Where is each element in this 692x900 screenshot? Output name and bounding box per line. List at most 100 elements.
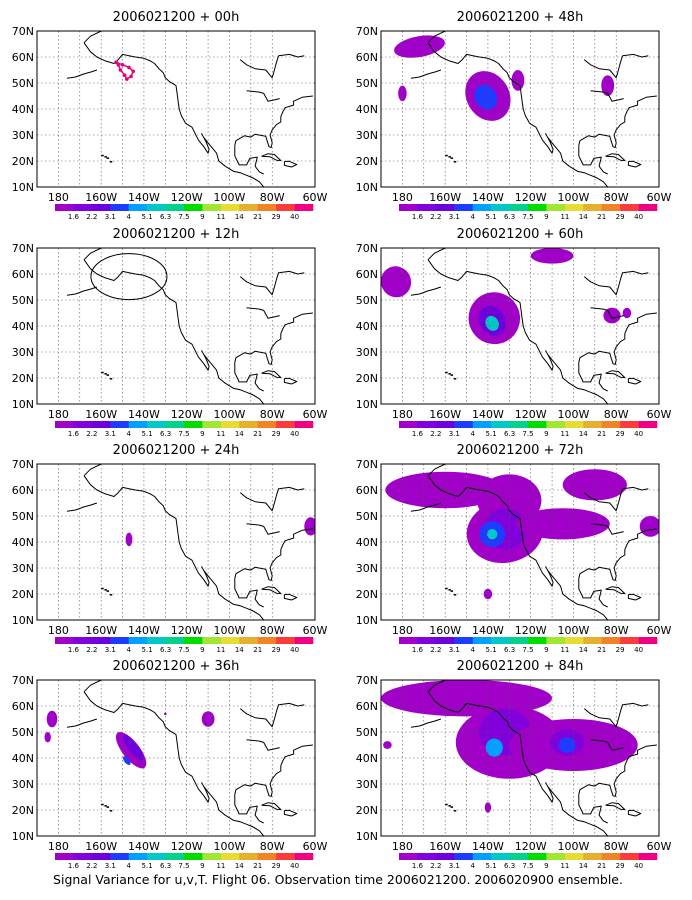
coastline	[239, 486, 305, 512]
map-frame	[380, 679, 660, 837]
coastline	[234, 578, 264, 608]
map-frame	[36, 247, 316, 405]
coastline	[578, 362, 608, 392]
colorbar-label: 11	[560, 862, 569, 870]
coastline	[605, 370, 626, 378]
map-panel-p36: 2006021200 + 36h 70N 60N 50N 40N 30N 20N 10N 180…	[12, 659, 328, 870]
lon-tick-label: 120W	[171, 191, 203, 204]
lat-tick-label: 60N	[356, 268, 378, 281]
colorbar-label: 5.1	[486, 646, 497, 654]
coastline	[578, 528, 657, 581]
island	[106, 806, 110, 808]
lat-tick-label: 30N	[12, 562, 34, 575]
colorbar-swatch	[620, 853, 639, 860]
colorbar-swatch	[564, 637, 584, 644]
panel-title: 2006021200 + 60h	[457, 227, 584, 242]
colorbar-swatch	[184, 853, 203, 860]
colorbar-swatch	[91, 204, 111, 211]
variance-contour	[484, 802, 492, 813]
colorbar-label: 21	[253, 430, 262, 438]
coastline	[246, 739, 280, 751]
colorbar-label: 5.1	[142, 213, 153, 221]
colorbar-label: 14	[579, 430, 588, 438]
island	[104, 805, 107, 807]
colorbar-swatch	[73, 421, 93, 428]
coastline	[410, 502, 442, 512]
colorbar-label: 9	[544, 213, 548, 221]
colorbar-swatch	[294, 853, 314, 860]
colorbar-label: 29	[272, 646, 281, 654]
lat-tick-label: 40N	[356, 536, 378, 549]
coastline	[427, 31, 446, 44]
coastline	[627, 593, 642, 601]
colorbar-swatch	[147, 853, 166, 860]
colorbar-swatch	[472, 853, 492, 860]
coastline	[261, 586, 282, 594]
lat-tick-label: 20N	[356, 155, 378, 168]
coastline	[627, 160, 642, 168]
variance-contour	[485, 738, 503, 757]
colorbar-label: 9	[200, 430, 204, 438]
colorbar-swatch	[55, 637, 74, 644]
colorbar-label: 7.5	[522, 646, 533, 654]
colorbar-label: 40	[634, 646, 643, 654]
coastline	[261, 370, 282, 378]
coastline	[66, 502, 98, 512]
lat-tick-label: 40N	[356, 320, 378, 333]
variance-contour	[485, 315, 499, 331]
colorbar-swatch	[454, 637, 473, 644]
map-area	[37, 680, 315, 836]
island	[106, 157, 110, 159]
colorbar-label: 6.3	[160, 430, 171, 438]
lat-tick-label: 20N	[12, 804, 34, 817]
variance-contour	[381, 266, 412, 298]
variance-contour	[164, 712, 167, 716]
island	[106, 590, 110, 592]
panel-title: 2006021200 + 12h	[113, 227, 240, 242]
map-area	[381, 31, 659, 187]
colorbar-swatch	[583, 421, 602, 428]
lon-tick-label: 80W	[260, 624, 285, 637]
colorbar-label: 3.1	[105, 646, 116, 654]
colorbar-label: 14	[235, 862, 244, 870]
colorbar-label: 1.6	[68, 430, 80, 438]
coastline	[583, 270, 649, 296]
lon-tick-label: 140W	[128, 408, 160, 421]
colorbar-label: 14	[235, 213, 244, 221]
map-area	[37, 248, 329, 404]
colorbar-swatch	[528, 637, 547, 644]
colorbar-label: 5.1	[142, 430, 153, 438]
colorbar-label: 1.6	[68, 213, 80, 221]
colorbar-swatch	[294, 204, 314, 211]
colorbar-swatch	[239, 421, 258, 428]
lat-tick-label: 30N	[12, 778, 34, 791]
colorbar-label: 7.5	[522, 213, 533, 221]
colorbar-swatch	[509, 853, 529, 860]
colorbar-label: 4	[126, 213, 131, 221]
island	[109, 378, 113, 380]
lon-tick-label: 120W	[515, 624, 547, 637]
colorbar-label: 21	[597, 862, 606, 870]
lon-tick-label: 80W	[260, 840, 285, 853]
island	[453, 378, 457, 380]
colorbar-label: 1.6	[68, 862, 80, 870]
lat-tick-label: 70N	[12, 242, 34, 255]
coastline	[427, 464, 446, 477]
variance-contour	[603, 307, 621, 324]
lat-tick-label: 60N	[356, 484, 378, 497]
lon-tick-label: 100W	[214, 408, 246, 421]
colorbar-swatch	[564, 853, 584, 860]
lon-tick-label: 100W	[214, 624, 246, 637]
colorbar-label: 29	[272, 862, 281, 870]
coastline	[317, 301, 329, 308]
colorbar-label: 9	[544, 430, 548, 438]
colorbar-label: 5.1	[142, 646, 153, 654]
colorbar-swatch	[110, 204, 129, 211]
lat-tick-label: 50N	[12, 510, 34, 523]
colorbar-swatch	[110, 637, 129, 644]
colorbar-swatch	[294, 637, 314, 644]
island	[109, 594, 113, 596]
coastline	[66, 286, 98, 296]
lon-tick-label: 80W	[604, 191, 629, 204]
